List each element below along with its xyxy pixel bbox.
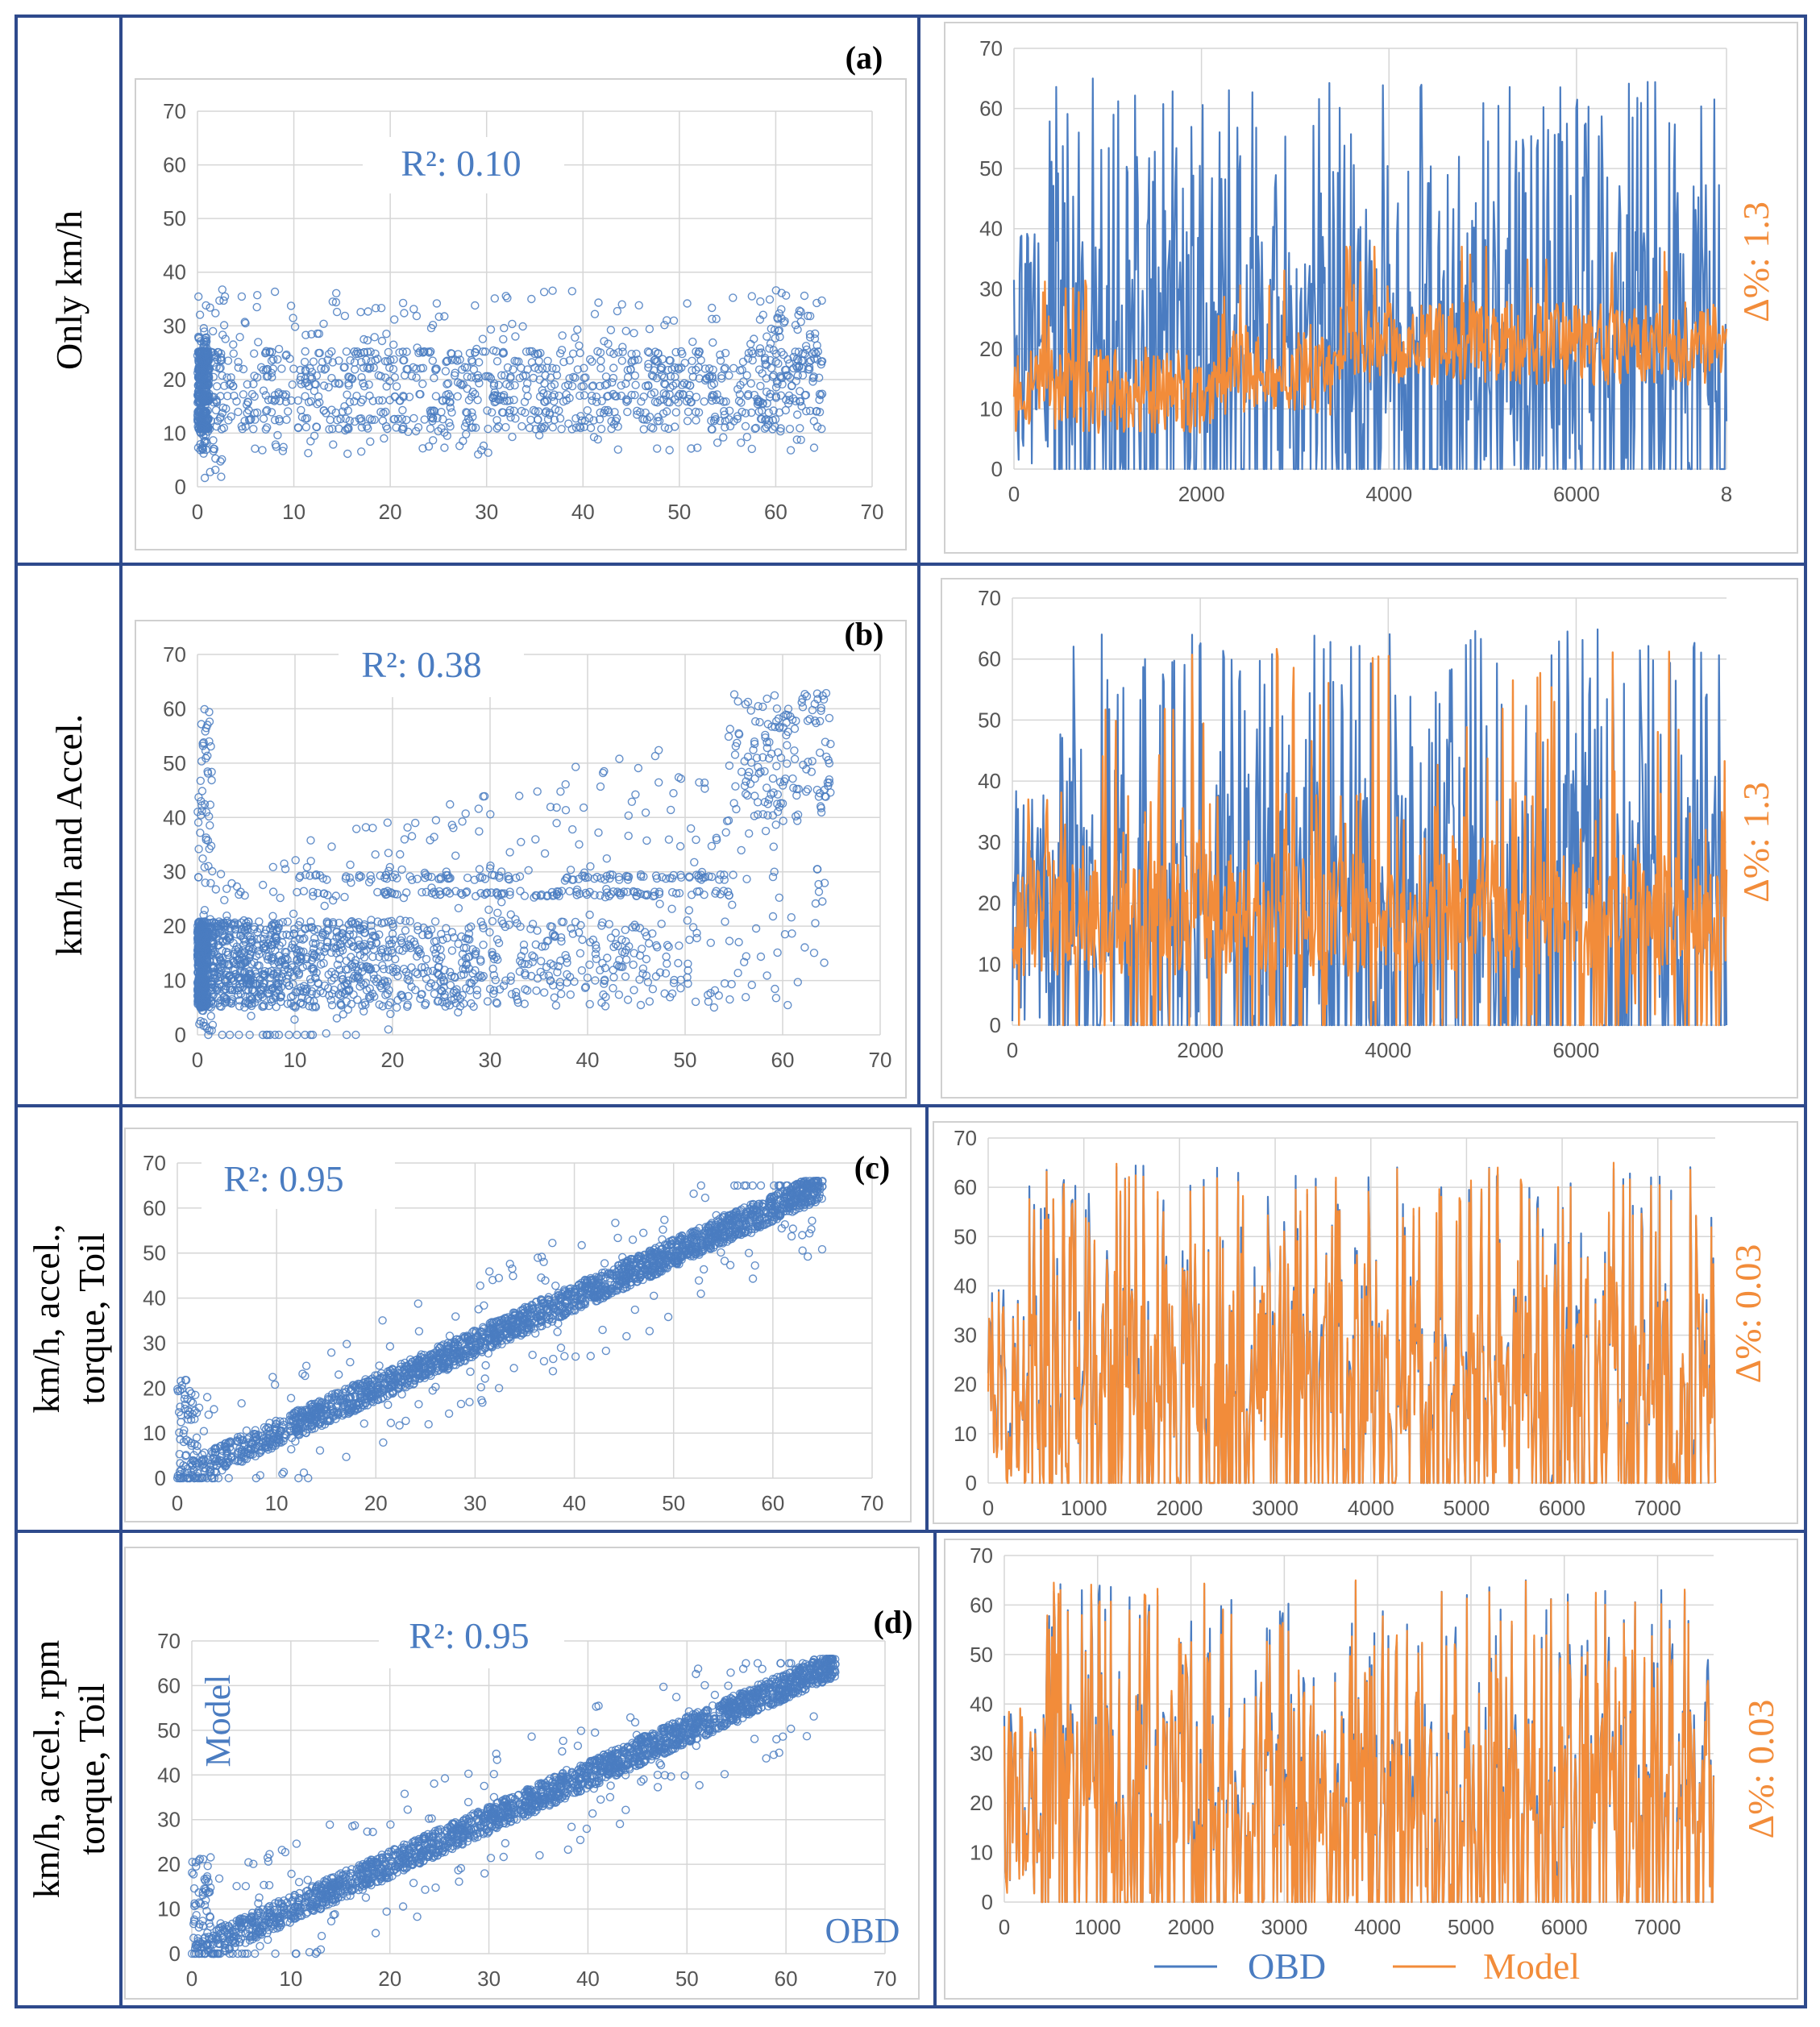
panel-label-b: (b): [845, 616, 884, 652]
row-label-a: Only km/h: [48, 210, 89, 370]
delta-annotation: Δ%: 1.3: [1735, 201, 1776, 322]
r2-annotation: R²: 0.38: [361, 644, 481, 685]
scatter-c-ytick-label: 20: [143, 1376, 166, 1400]
line-b-xtick-label: 4000: [1365, 1038, 1411, 1062]
scatter-c-ytick-label: 40: [143, 1286, 166, 1310]
scatter-a-ytick-label: 60: [163, 153, 186, 177]
scatter-a-xtick-label: 10: [282, 500, 305, 524]
line-a-xtick-label: 4000: [1365, 482, 1412, 506]
scatter-a-xtick-label: 40: [571, 500, 595, 524]
r2-annotation: R²: 0.10: [401, 143, 521, 184]
row-label-b: km/h and Accel.: [48, 714, 89, 956]
scatter-b-ytick-label: 10: [163, 969, 186, 993]
scatter-a-ytick-label: 20: [163, 368, 186, 392]
scatter-a-ytick-label: 70: [163, 99, 186, 123]
scatter-a-xtick-label: 30: [475, 500, 498, 524]
scatter-b-xtick-label: 70: [869, 1048, 892, 1072]
line-b-ytick-label: 20: [978, 891, 1001, 916]
scatter-c-xtick-label: 0: [172, 1491, 183, 1515]
line-b-ytick-label: 0: [990, 1013, 1001, 1037]
line-b-ytick-label: 70: [978, 586, 1001, 610]
row-label-line: Only km/h: [48, 210, 89, 370]
line-a-xtick-label: 0: [1008, 482, 1020, 506]
line-b-ytick-label: 30: [978, 830, 1001, 854]
line-b-xtick-label: 6000: [1553, 1038, 1600, 1062]
scatter-a-ytick-label: 10: [163, 421, 186, 445]
line-b-xtick-label: 2000: [1177, 1038, 1224, 1062]
line-a-xtick-label: 8: [1721, 482, 1732, 506]
line-b-ytick-label: 40: [978, 769, 1001, 793]
scatter-c-ytick-label: 0: [155, 1466, 166, 1490]
scatter-a-ytick-label: 0: [175, 475, 186, 499]
line-panel-a: 0 10 20 30 40 50 60 70 0 2000 4000 6000 8 Δ%: 1.3: [945, 23, 1797, 553]
scatter-b-ytick-label: 50: [163, 751, 186, 775]
scatter-c-ytick-label: 30: [143, 1331, 166, 1355]
line-a-xtick-label: 6000: [1553, 482, 1600, 506]
line-b-xtick-label: 0: [1007, 1038, 1018, 1062]
delta-annotation: Δ%: 1.3: [1735, 782, 1776, 903]
scatter-b-ytick-label: 30: [163, 860, 186, 884]
line-a-ytick-label: 0: [991, 457, 1003, 481]
row-c: km/h, accel.,torque, Toil 0 10 20 30 40 50 60 70…: [26, 1122, 1797, 1523]
line-a-xtick-label: 2000: [1178, 482, 1225, 506]
scatter-b-xtick-label: 0: [192, 1048, 203, 1072]
scatter-a-xtick-label: 60: [764, 500, 787, 524]
scatter-b-ytick-label: 0: [175, 1023, 186, 1047]
scatter-a-xtick-label: 70: [861, 500, 884, 524]
scatter-a-ytick-label: 30: [163, 314, 186, 338]
scatter-b-ytick-label: 70: [163, 642, 186, 667]
line-a-ytick-label: 10: [979, 397, 1003, 421]
scatter-c-xtick-label: 20: [364, 1491, 388, 1515]
scatter-b-xtick-label: 40: [576, 1048, 600, 1072]
scatter-panel-b: 0 10 20 30 40 50 60 70 0 10 20 30 40 50 60 70 R²: 0.38 (b…: [135, 616, 906, 1098]
scatter-c-xtick-label: 10: [265, 1491, 289, 1515]
line-a-ytick-label: 30: [979, 276, 1003, 301]
scatter-c-xtick-label: 60: [761, 1491, 784, 1515]
line-a-ytick-label: 50: [979, 156, 1003, 181]
line-b-ytick-label: 50: [978, 708, 1001, 732]
scatter-c-ytick-label: 10: [143, 1421, 166, 1445]
line-panel-b: 0 10 20 30 40 50 60 70 0 2000 4000 6000 Δ%: 1.3: [941, 579, 1797, 1098]
scatter-b-xtick-label: 10: [284, 1048, 307, 1072]
scatter-b-ytick-label: 60: [163, 696, 186, 721]
row-label-line: km/h and Accel.: [48, 714, 89, 956]
scatter-a-ytick-label: 50: [163, 206, 186, 231]
panel-label-a: (a): [846, 39, 883, 76]
scatter-b-ytick-label: 20: [163, 914, 186, 938]
scatter-panel-a: 0 10 20 30 40 50 60 70 0 10 20 30 40 50 60 70 R²: 0.10 (a…: [135, 39, 906, 550]
row-b: km/h and Accel. 0 10 20 30 40 50 60 70 0 10 20 30 40 5…: [48, 579, 1797, 1098]
scatter-c-xtick-label: 70: [861, 1491, 884, 1515]
line-a-ytick-label: 70: [979, 36, 1003, 60]
row-label-line: km/h, accel.,: [26, 1223, 67, 1413]
scatter-a-xtick-label: 20: [379, 500, 402, 524]
scatter-b-xtick-label: 50: [674, 1048, 697, 1072]
scatter-c-ytick-label: 70: [143, 1151, 166, 1175]
line-b-ytick-label: 10: [978, 952, 1001, 976]
line-a-ytick-label: 60: [979, 97, 1003, 121]
line-b-ytick-label: 60: [978, 647, 1001, 671]
scatter-a-xtick-label: 50: [667, 500, 691, 524]
scatter-b-xtick-label: 60: [771, 1048, 795, 1072]
row-label-c: km/h, accel.,torque, Toil: [26, 1223, 112, 1413]
scatter-a-ytick-label: 40: [163, 260, 186, 285]
scatter-a-xtick-label: 0: [192, 500, 203, 524]
line-a-ytick-label: 40: [979, 217, 1003, 241]
scatter-c-xtick-label: 30: [463, 1491, 487, 1515]
scatter-b-ytick-label: 40: [163, 805, 186, 829]
row-label-line: torque, Toil: [71, 1232, 112, 1404]
line-a-ytick-label: 20: [979, 337, 1003, 361]
scatter-c-xtick-label: 50: [662, 1491, 685, 1515]
scatter-c-ytick-label: 60: [143, 1196, 166, 1220]
scatter-b-xtick-label: 20: [381, 1048, 405, 1072]
scatter-c-ytick-label: 50: [143, 1241, 166, 1265]
row-a: Only km/h 0 10 20 30 40 50 60 70 0 10 20 30 40 50 60 70 R…: [48, 23, 1797, 553]
scatter-c-xtick-label: 40: [563, 1491, 586, 1515]
scatter-b-xtick-label: 30: [479, 1048, 502, 1072]
